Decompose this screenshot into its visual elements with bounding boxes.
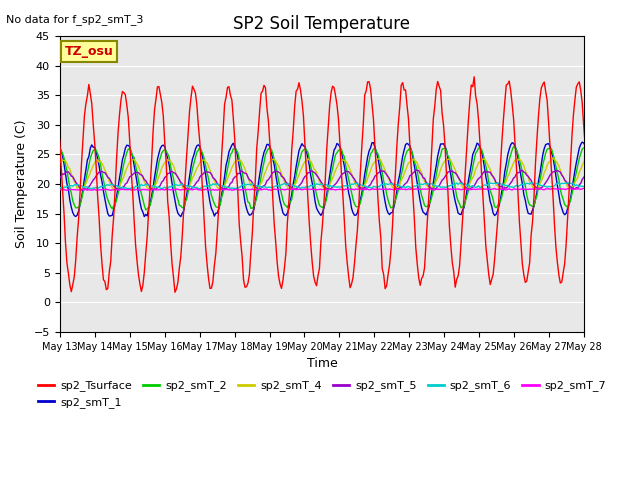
Text: TZ_osu: TZ_osu — [65, 45, 114, 58]
Text: No data for f_sp2_smT_3: No data for f_sp2_smT_3 — [6, 14, 144, 25]
Legend: sp2_Tsurface, sp2_smT_1, sp2_smT_2, sp2_smT_4, sp2_smT_5, sp2_smT_6, sp2_smT_7: sp2_Tsurface, sp2_smT_1, sp2_smT_2, sp2_… — [33, 376, 611, 412]
Y-axis label: Soil Temperature (C): Soil Temperature (C) — [15, 120, 28, 248]
Title: SP2 Soil Temperature: SP2 Soil Temperature — [234, 15, 410, 33]
X-axis label: Time: Time — [307, 357, 337, 370]
